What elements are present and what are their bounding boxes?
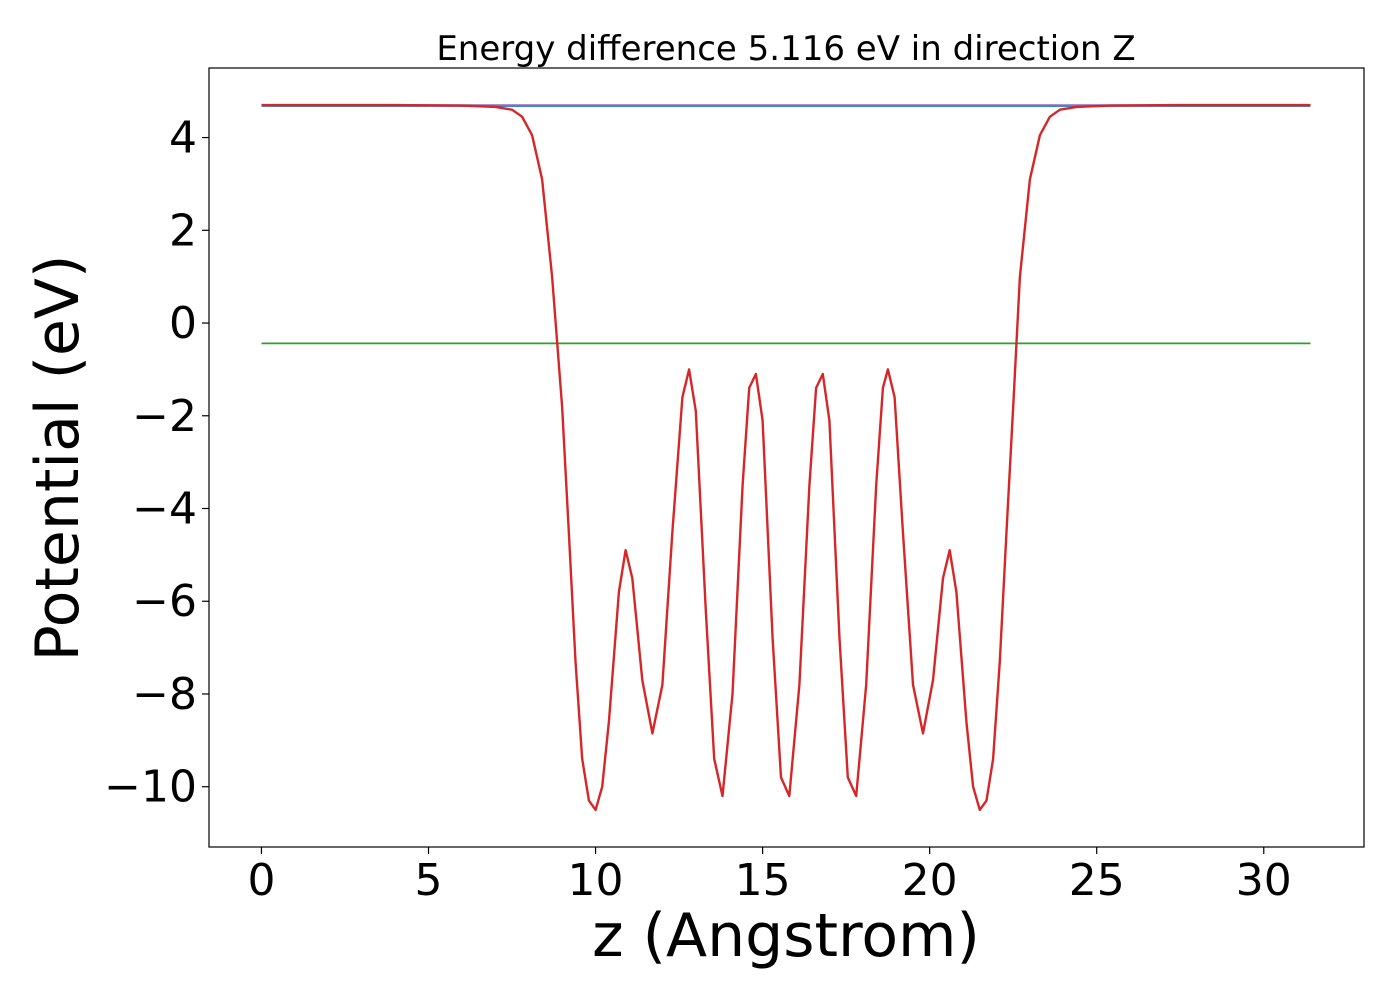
x-tick-label: 0: [247, 855, 275, 906]
x-tick-label: 25: [1069, 855, 1125, 906]
x-tick-label: 30: [1236, 855, 1292, 906]
y-tick-label: 2: [169, 205, 197, 256]
y-tick-label: −10: [104, 762, 197, 813]
plot-frame: [208, 67, 1365, 848]
series-layer: [261, 103, 1311, 812]
chart-title: Energy difference 5.116 eV in direction …: [436, 29, 1135, 69]
y-tick-label: 4: [169, 113, 197, 164]
x-axis-ticks: 0 5 10 15 20 25 30: [247, 847, 1292, 906]
x-tick-label: 15: [735, 855, 791, 906]
x-tick-label: 20: [902, 855, 958, 906]
y-axis-ticks: 4 2 0 −2 −4 −6 −8 −10: [104, 113, 209, 813]
y-tick-label: 0: [169, 298, 197, 349]
y-tick-label: −2: [132, 391, 197, 442]
x-tick-label: 10: [568, 855, 624, 906]
y-axis-label: Potential (eV): [23, 255, 93, 662]
x-axis-label: z (Angstrom): [592, 901, 980, 971]
y-tick-label: −8: [132, 669, 197, 720]
series-line-3: [261, 103, 1311, 812]
x-tick-label: 5: [415, 855, 443, 906]
y-tick-label: −4: [132, 484, 197, 535]
y-tick-label: −6: [132, 576, 197, 627]
